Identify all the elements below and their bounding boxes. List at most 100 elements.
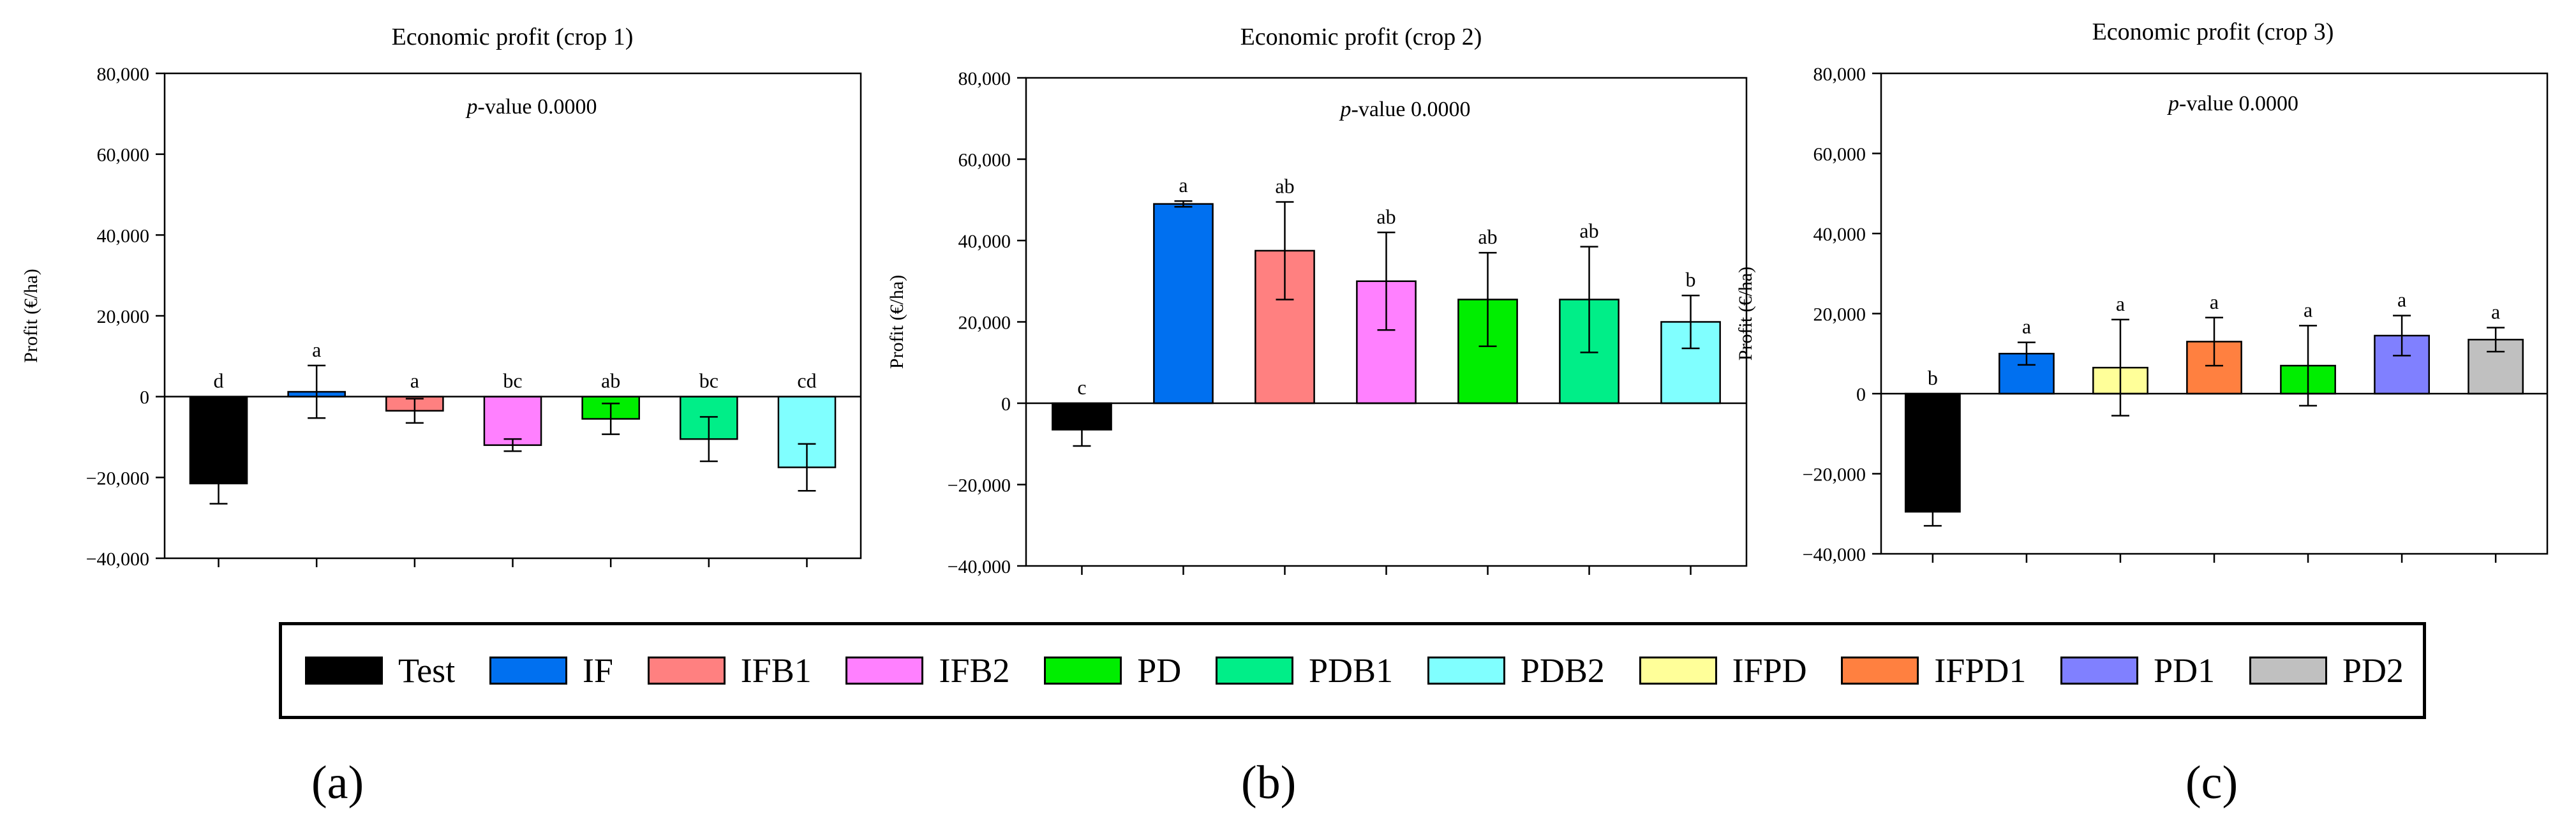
significance-letter: a (2491, 300, 2500, 323)
bar-test (1904, 392, 1961, 513)
legend-label: IFB1 (740, 651, 812, 690)
p-value-text: -value 0.0000 (1351, 98, 1471, 121)
legend-item-pd: PD (1044, 653, 1181, 688)
panel-label-b: (b) (1241, 757, 1297, 809)
legend-item-pd2: PD2 (2249, 653, 2404, 688)
legend-item-if: IF (489, 653, 613, 688)
p-value-text: -value 0.0000 (2179, 92, 2298, 115)
y-axis-label: Profit (€/ha) (1735, 267, 1756, 360)
p-value-text: -value 0.0000 (478, 95, 597, 119)
legend-label: IFPD1 (1934, 651, 2027, 690)
legend-swatch (2060, 657, 2139, 685)
significance-letter: ab (1275, 174, 1294, 197)
significance-letter: ab (601, 369, 620, 392)
legend-swatch (845, 657, 924, 685)
panel-label-c: (c) (2185, 757, 2238, 809)
y-tick-label: 40,000 (958, 231, 1011, 252)
significance-letter: bc (503, 369, 522, 392)
y-tick-label: −20,000 (948, 475, 1011, 496)
legend-label: PD1 (2154, 651, 2215, 690)
y-tick-label: 0 (140, 387, 149, 408)
legend-item-ifb1: IFB1 (647, 651, 812, 690)
significance-letter: a (1179, 174, 1187, 197)
legend-swatch (305, 657, 383, 685)
legend-swatch (489, 657, 567, 685)
chart-panel-3: Economic profit (crop 3) p-value 0.0000 Pr… (1735, 19, 2549, 565)
legend-item-ifpd: IFPD (1639, 653, 1807, 688)
y-tick-label: 0 (1856, 384, 1866, 405)
chart-panel-1: Economic profit (crop 1) p-value 0.0000 Pr… (20, 24, 862, 570)
significance-letter: a (2304, 298, 2312, 321)
significance-letter: bc (699, 369, 718, 392)
bar-if (1153, 203, 1214, 405)
y-tick-label: 40,000 (1813, 224, 1866, 245)
legend-label: PDB2 (1520, 651, 1605, 690)
significance-letter: ab (1579, 219, 1598, 242)
y-tick-label: 80,000 (97, 64, 150, 85)
legend-swatch (2249, 657, 2327, 685)
panel-label-a: (a) (311, 757, 364, 809)
y-tick-label: 20,000 (1813, 304, 1866, 325)
chart-title: Economic profit (crop 1) (392, 24, 634, 50)
significance-letter: a (2116, 292, 2125, 315)
significance-letter: c (1077, 376, 1086, 399)
significance-letter: a (2022, 315, 2031, 338)
significance-letter: a (2397, 288, 2406, 311)
p-value-annotation: p-value 0.0000 (2167, 92, 2298, 115)
legend-item-pd1: PD1 (2060, 653, 2215, 688)
legend-label: IFPD (1732, 651, 1807, 690)
legend-label: PD2 (2342, 651, 2404, 690)
significance-letter: a (2210, 290, 2219, 313)
legend-item-pdb1: PDB1 (1216, 653, 1393, 688)
y-axis-label: Profit (€/ha) (20, 269, 41, 362)
y-tick-label: 0 (1001, 394, 1011, 415)
y-tick-label: −40,000 (1803, 544, 1866, 565)
y-tick-label: 40,000 (97, 225, 150, 246)
bar-ifb2 (483, 396, 542, 446)
y-tick-label: 20,000 (97, 306, 150, 327)
chart-title: Economic profit (crop 3) (2092, 19, 2334, 45)
y-tick-label: −20,000 (86, 468, 149, 489)
legend-label: IFB2 (939, 651, 1010, 690)
legend: Test IF IFB1 IFB2 PD PDB1 PDB2 IFPD IFPD1 PD1 PD2 (279, 622, 2426, 719)
significance-letter: b (1686, 268, 1696, 291)
plot-frame (1025, 77, 1748, 567)
significance-letter: b (1928, 366, 1938, 389)
legend-label: PDB1 (1309, 651, 1394, 690)
y-tick-label: 60,000 (1813, 144, 1866, 165)
legend-swatch (647, 657, 726, 685)
y-tick-label: 60,000 (958, 150, 1011, 171)
y-tick-label: −20,000 (1803, 464, 1866, 486)
legend-swatch (1427, 657, 1505, 685)
significance-letter: a (312, 338, 321, 361)
significance-letter: ab (1478, 225, 1497, 248)
legend-swatch (1216, 657, 1294, 685)
significance-letter: a (410, 369, 419, 392)
p-value-italic: p (466, 95, 478, 119)
legend-swatch (1639, 657, 1717, 685)
legend-swatch (1841, 657, 1919, 685)
significance-letter: cd (797, 369, 816, 392)
legend-label: Test (398, 651, 456, 690)
legend-label: PD (1137, 651, 1182, 690)
y-tick-label: 60,000 (97, 145, 150, 166)
p-value-annotation: p-value 0.0000 (1339, 98, 1471, 121)
y-tick-label: −40,000 (948, 556, 1011, 577)
y-tick-label: 80,000 (958, 68, 1011, 89)
plot-frame (1880, 72, 2549, 555)
legend-label: IF (582, 651, 613, 690)
chart-panel-2: Economic profit (crop 2) p-value 0.0000 Pr… (886, 24, 1748, 577)
legend-item-ifb2: IFB2 (845, 651, 1010, 690)
legend-item-pdb2: PDB2 (1427, 653, 1605, 688)
chart-title: Economic profit (crop 2) (1240, 24, 1482, 50)
legend-item-ifpd1: IFPD1 (1841, 653, 2026, 688)
y-tick-label: −40,000 (86, 549, 149, 570)
p-value-italic: p (2167, 92, 2179, 115)
plot-frame (163, 72, 862, 560)
y-tick-label: 20,000 (958, 313, 1011, 334)
legend-item-test: Test (305, 653, 455, 688)
p-value-italic: p (1339, 98, 1351, 121)
significance-letter: d (214, 369, 224, 392)
legend-swatch (1044, 657, 1122, 685)
